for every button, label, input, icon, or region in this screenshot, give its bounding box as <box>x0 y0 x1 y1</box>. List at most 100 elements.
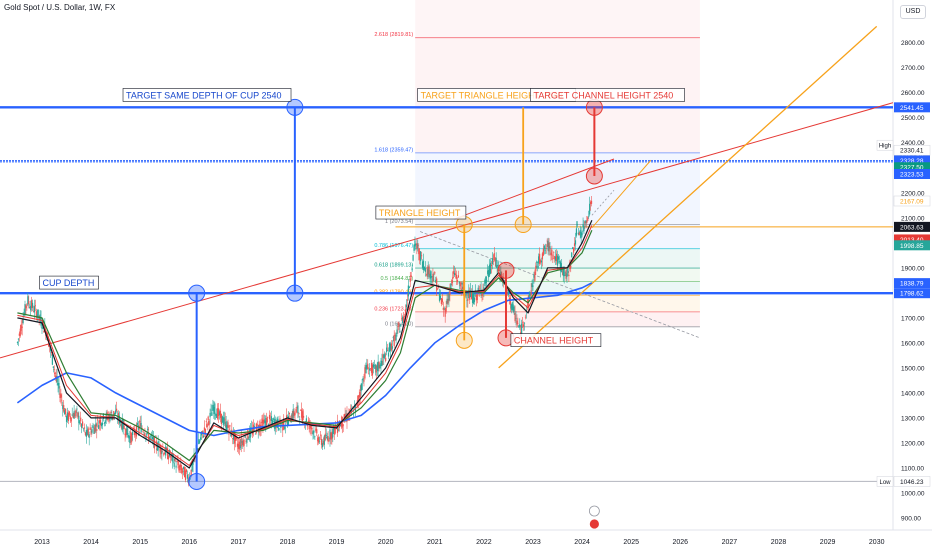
candle-body <box>454 273 457 275</box>
annotation-box <box>530 88 685 102</box>
candle-body <box>550 252 552 256</box>
candle-body <box>357 395 359 403</box>
candle-body <box>27 296 29 305</box>
candle-body <box>539 253 541 264</box>
candle-body <box>472 293 475 304</box>
candle-body <box>234 434 237 441</box>
price-axis-label: 2330.41 <box>900 148 924 155</box>
currency-selector[interactable]: USD <box>900 5 926 19</box>
symbol-title: Gold Spot / U.S. Dollar, 1W, FX <box>4 3 116 12</box>
candle-body <box>227 422 229 428</box>
candle-body <box>588 216 590 218</box>
candle-body <box>132 431 134 436</box>
candle-body <box>146 433 148 436</box>
candle-body <box>95 423 97 427</box>
candle-body <box>236 443 239 447</box>
candle-body <box>351 409 353 413</box>
candle-body <box>216 413 218 418</box>
candle-body <box>438 293 441 301</box>
candle-body <box>336 428 338 430</box>
candle-body <box>198 439 200 445</box>
candle-body <box>442 307 444 310</box>
candle-body <box>470 290 472 297</box>
candle-body <box>413 245 415 251</box>
x-tick-label: 2021 <box>427 539 443 546</box>
candle-body <box>378 362 380 369</box>
annotation-label: TRIANGLE HEIGHT <box>379 208 461 218</box>
candle-body <box>584 221 586 224</box>
candle-body <box>55 375 57 378</box>
candle-body <box>485 276 487 284</box>
cup-depth-marker <box>188 284 206 302</box>
candle-body <box>208 421 210 426</box>
candle-body <box>578 232 580 236</box>
price-axis-label-bg <box>894 288 930 299</box>
candle-body <box>437 286 440 288</box>
candle-body <box>388 343 391 352</box>
candle-body <box>73 411 75 419</box>
candle-body <box>203 427 206 431</box>
candle-body <box>163 453 165 456</box>
candle-body <box>107 417 109 420</box>
candle-body <box>75 410 77 414</box>
candle-body <box>402 316 404 324</box>
candle-body <box>238 441 240 450</box>
candle-body <box>461 282 463 285</box>
candle-body <box>513 306 515 312</box>
dashed-projection-line <box>591 189 615 216</box>
candle-body <box>551 249 553 256</box>
candle-body <box>538 256 540 264</box>
candle-body <box>291 414 293 421</box>
candle-body <box>280 425 282 429</box>
candle-body <box>456 279 459 283</box>
candle-body <box>516 320 518 325</box>
candle-body <box>531 283 533 288</box>
candle-body <box>254 433 256 435</box>
candle-body <box>494 259 496 261</box>
candle-body <box>427 268 429 277</box>
candle-body <box>171 453 173 462</box>
candle-body <box>328 439 330 441</box>
candle-body <box>443 308 445 310</box>
candle-body <box>106 412 108 416</box>
candle-body <box>444 309 446 317</box>
candle-body <box>16 342 19 343</box>
candle-body <box>116 417 119 419</box>
candle-body <box>589 201 592 205</box>
candle-body <box>128 435 130 439</box>
candle-body <box>68 411 70 416</box>
candle-body <box>493 253 495 261</box>
ema-black-line <box>17 220 593 469</box>
candle-body <box>169 456 172 458</box>
candle-body <box>395 334 397 341</box>
candle-body <box>386 350 389 351</box>
candle-body <box>515 318 517 319</box>
candle-body <box>96 428 98 431</box>
candle-body <box>371 364 374 376</box>
candle-body <box>306 424 308 427</box>
candle-body <box>310 423 312 429</box>
price-axis-label: 2328.28 <box>900 158 924 165</box>
candle-body <box>519 324 521 328</box>
candle-body <box>534 271 536 281</box>
candle-body <box>161 451 163 454</box>
candle-body <box>481 293 483 296</box>
candle-body <box>421 261 424 268</box>
fib-level-label: 0.236 (1723.78) <box>374 306 413 312</box>
candle-body <box>369 368 371 371</box>
candle-body <box>66 412 69 420</box>
candle-body <box>369 368 372 369</box>
candle-body <box>319 440 321 442</box>
candle-body <box>98 420 101 424</box>
candle-body <box>131 433 133 443</box>
x-tick-label: 2027 <box>722 539 738 546</box>
candle-body <box>278 428 280 431</box>
candle-body <box>477 287 479 292</box>
candle-body <box>84 432 87 436</box>
candle-body <box>315 428 317 432</box>
candle-body <box>471 291 473 299</box>
candle-body <box>82 421 84 426</box>
candle-body <box>52 366 54 368</box>
candle-body <box>294 412 296 416</box>
